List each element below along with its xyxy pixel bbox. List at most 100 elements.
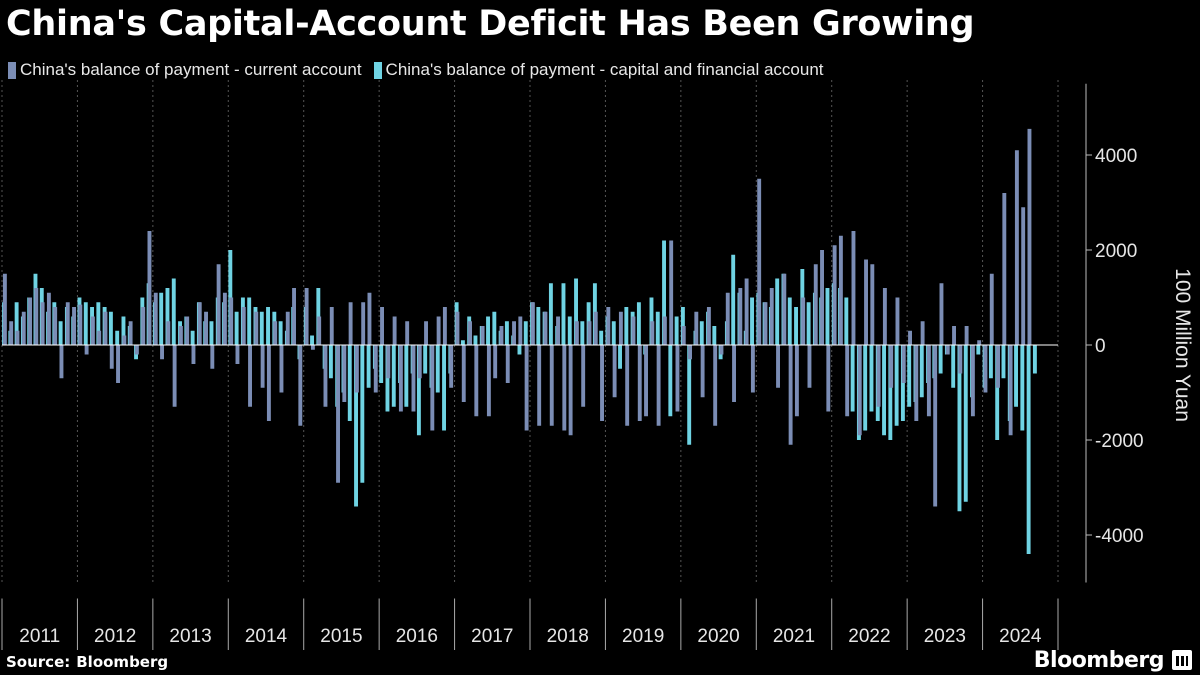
bar-capital-account [882,345,886,436]
bar-capital-account [775,278,780,345]
bar-capital-account [404,345,409,407]
bar-current-account [738,288,743,345]
bar-current-account [499,326,504,345]
bar-current-account [606,307,611,345]
bar-current-account [373,345,378,393]
bar-capital-account [957,345,962,512]
bar-capital-account [1032,345,1037,374]
bar-current-account [1008,345,1013,436]
bar-capital-account [266,307,270,345]
bar-current-account [160,345,164,360]
bar-capital-account [687,345,692,445]
bar-current-account [9,321,14,345]
bar-current-account [405,321,410,345]
bar-current-account [84,345,89,355]
bar-current-account [537,345,542,426]
bar-current-account [788,345,793,445]
chart-title: China's Capital-Account Deficit Has Been… [6,4,975,44]
bar-current-account [757,178,762,345]
y-tick-label: 2000 [1095,241,1137,262]
bar-capital-account [379,345,384,383]
bar-current-account [926,345,931,417]
bar-current-account [493,345,498,379]
bar-current-account [248,345,252,407]
bar-current-account [694,311,699,345]
bar-current-account [593,311,598,345]
bar-current-account [273,321,278,345]
bar-capital-account [869,345,874,412]
bar-current-account [329,307,334,345]
bar-chart: 2011 2012 2013 2014 2015 2016 2017 2018 2019 2020… [1,80,1194,650]
bar-current-account [662,316,667,345]
bar-capital-account [668,345,673,417]
bar-current-account [776,345,780,388]
bar-current-account [1002,193,1007,345]
bar-current-account [958,345,963,374]
bar-capital-account [750,297,754,345]
bar-current-account [524,345,529,431]
x-tick-label: 2016 [396,626,438,647]
bar-capital-account [536,307,541,345]
bar-capital-account [423,345,428,374]
bar-current-account [298,345,303,426]
bar-current-account [380,307,384,345]
bar-current-account [556,316,560,345]
bar-current-account [901,345,906,383]
bar-current-account [964,326,969,345]
bar-current-account [530,302,535,345]
legend-item-capital-account: China's balance of payment - capital and… [373,60,824,80]
bar-current-account [191,345,196,364]
bar-capital-account [486,316,490,345]
bar-current-account [65,302,70,345]
bar-current-account [732,345,736,402]
bar-current-account [908,330,912,345]
bar-current-account [442,307,447,345]
bar-current-account [15,330,20,345]
bar-capital-account [888,345,893,440]
bar-capital-account [988,345,993,379]
bar-current-account [807,345,812,388]
bar-current-account [782,273,787,345]
bar-current-account [744,278,749,345]
bar-capital-account [504,321,509,345]
bar-current-account [260,345,265,388]
bar-capital-account [115,330,120,345]
bar-current-account [870,264,875,345]
bar-capital-account [83,302,88,345]
bar-current-account [838,235,843,345]
bar-current-account [210,345,215,369]
bar-capital-account [310,335,314,345]
bar-current-account [656,345,661,426]
bar-capital-account [976,345,981,355]
bar-capital-account [1014,345,1018,407]
bar-current-account [342,345,347,402]
bar-current-account [851,231,856,345]
bar-capital-account [674,316,679,345]
bar-current-account [153,292,158,345]
x-tick-label: 2024 [999,626,1042,647]
bar-current-account [285,311,290,345]
bar-current-account [864,259,868,345]
bloomberg-logo: Bloomberg [1033,648,1165,673]
x-tick-label: 2019 [622,626,664,647]
bar-capital-account [460,340,465,345]
x-tick-label: 2014 [245,626,288,647]
bar-current-account [600,345,604,421]
bar-current-account [204,311,208,345]
x-tick-label: 2020 [697,626,739,647]
bar-capital-account [787,297,792,345]
bar-capital-account [190,330,195,345]
bar-current-account [587,321,592,345]
bar-capital-account [863,345,868,431]
bar-capital-account [360,345,365,483]
legend-swatch-capital-account [373,61,382,79]
bar-current-account [398,345,403,412]
bar-capital-account [259,311,264,345]
bar-capital-account [850,345,855,412]
bar-capital-account [492,311,497,345]
bar-current-account [719,345,724,355]
bar-current-account [90,316,95,345]
bar-capital-account [561,283,566,345]
x-tick-label: 2022 [848,626,890,647]
bar-capital-account [347,345,352,421]
